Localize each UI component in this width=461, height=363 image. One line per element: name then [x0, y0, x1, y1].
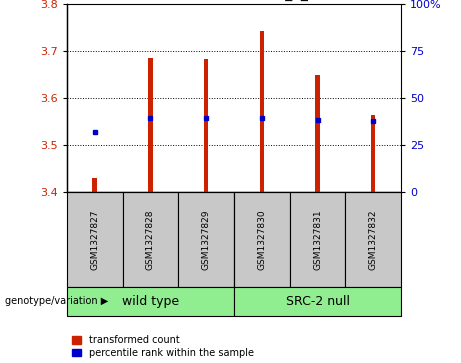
- Bar: [93, 178, 97, 192]
- Text: GSM1327829: GSM1327829: [201, 209, 211, 270]
- Text: GSM1327831: GSM1327831: [313, 209, 322, 270]
- Bar: [178, 192, 234, 287]
- Title: GDS4785 / 1431777_a_at: GDS4785 / 1431777_a_at: [146, 0, 322, 1]
- Bar: [204, 59, 208, 192]
- Bar: [315, 76, 320, 192]
- Text: SRC-2 null: SRC-2 null: [285, 295, 349, 308]
- Text: GSM1327830: GSM1327830: [257, 209, 266, 270]
- Bar: [234, 287, 401, 316]
- Text: GSM1327827: GSM1327827: [90, 209, 99, 270]
- Legend: transformed count, percentile rank within the sample: transformed count, percentile rank withi…: [72, 335, 254, 358]
- Bar: [67, 192, 123, 287]
- Bar: [260, 31, 264, 192]
- Text: wild type: wild type: [122, 295, 179, 308]
- Text: GSM1327828: GSM1327828: [146, 209, 155, 270]
- Bar: [123, 192, 178, 287]
- Bar: [67, 287, 234, 316]
- Bar: [290, 192, 345, 287]
- Bar: [234, 192, 290, 287]
- Bar: [148, 58, 153, 192]
- Bar: [345, 192, 401, 287]
- Text: genotype/variation ▶: genotype/variation ▶: [5, 296, 108, 306]
- Text: GSM1327832: GSM1327832: [369, 209, 378, 270]
- Bar: [371, 115, 375, 192]
